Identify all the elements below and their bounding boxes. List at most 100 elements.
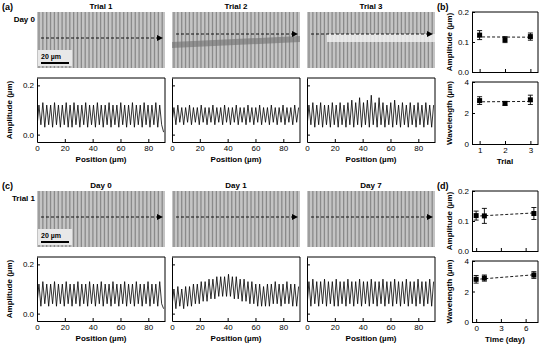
image-stripe <box>328 191 329 247</box>
tick-label: 20 <box>331 144 340 153</box>
tick: 2 <box>465 109 475 118</box>
profile-arrowhead <box>427 31 433 37</box>
tick-mark <box>418 139 419 142</box>
tick-mark <box>530 69 531 72</box>
tick-label: 0.0 <box>23 131 35 140</box>
tick: 40 <box>224 318 233 332</box>
axis-line <box>307 79 308 143</box>
tick-mark <box>335 139 336 142</box>
tick-mark <box>307 264 310 265</box>
image-stripe <box>115 12 116 68</box>
tick <box>172 264 175 265</box>
tick-label: 6 <box>524 324 529 333</box>
image-stripe <box>424 191 425 247</box>
image-stripe <box>416 191 417 247</box>
tick-mark <box>93 318 94 321</box>
tick-mark <box>37 85 40 86</box>
image-stripe <box>254 191 255 247</box>
tick-mark <box>172 314 175 315</box>
tick-mark <box>363 318 364 321</box>
error-bar-cap-low <box>531 219 536 220</box>
profile-arrow <box>41 217 159 218</box>
profile-arrow <box>41 38 159 39</box>
marker <box>528 34 533 39</box>
image-stripe <box>138 191 139 247</box>
x-axis: 020406080 <box>170 318 300 332</box>
profile-arrow <box>176 217 294 218</box>
x-axis-title: Position (µm) <box>346 155 397 164</box>
micrograph: Trial 3 <box>307 2 435 68</box>
tick: 0.0 <box>23 131 40 140</box>
image-background <box>172 191 300 247</box>
tick <box>526 248 527 251</box>
marker <box>482 276 487 281</box>
row-label: Day 0 <box>14 15 36 24</box>
image-stripe <box>135 191 136 247</box>
tick: 20 <box>61 318 70 332</box>
y-axis-title: Wavelength (µm) <box>445 259 454 323</box>
figure: (a)Trial 120 µmTrial 2Trial 3Day 0(b)(c)… <box>0 0 546 357</box>
tick: 80 <box>279 318 288 332</box>
x-axis <box>473 69 539 73</box>
plot-area <box>474 208 537 224</box>
axis-line <box>473 322 539 323</box>
image-stripe <box>127 12 128 68</box>
image-stripe <box>308 12 309 68</box>
profile-arrowhead <box>157 214 163 220</box>
marker <box>482 213 487 218</box>
image-stripe <box>320 191 321 247</box>
chart: 020406080 Position (µm) <box>305 78 435 164</box>
image-stripe <box>200 12 201 68</box>
image-stripe <box>112 12 113 68</box>
tick-mark <box>472 191 475 192</box>
chart: 020406080Position (µm) <box>170 257 300 343</box>
image-stripe <box>297 191 298 247</box>
image-stripe <box>96 191 97 247</box>
tick-mark <box>228 318 229 321</box>
tick-label: 0.2 <box>23 81 35 90</box>
image-stripe <box>92 12 93 68</box>
tick-mark <box>418 318 419 321</box>
profile-line <box>37 282 164 309</box>
row-label: Trial 1 <box>12 194 36 203</box>
marker <box>503 37 508 42</box>
tick-mark <box>228 139 229 142</box>
y-axis-title: Amplitude (µm) <box>5 259 14 318</box>
y-axis-title: Amplitude (µm) <box>445 191 454 250</box>
image-stripe <box>177 191 178 247</box>
tick-mark <box>505 69 506 72</box>
tick-label: 0 <box>305 323 310 332</box>
tick-label: 1 <box>478 146 483 155</box>
tick <box>530 69 531 72</box>
x-axis: 020406080 <box>305 139 435 153</box>
image-stripe <box>320 12 321 68</box>
image-stripe <box>331 191 332 247</box>
tick: 4 <box>465 78 475 87</box>
tick-mark <box>526 248 527 251</box>
image-stripe <box>266 191 267 247</box>
plot-frame <box>307 257 435 321</box>
image-stripe <box>138 12 139 68</box>
image-title: Trial 1 <box>89 2 113 11</box>
axis-line <box>473 72 539 73</box>
tick-label: 0.1 <box>458 38 470 47</box>
tick: 0 <box>474 319 479 333</box>
image-stripe <box>77 12 78 68</box>
image-stripe <box>432 191 433 247</box>
tick: 0.2 <box>23 81 40 90</box>
scale-bar-background <box>38 229 72 245</box>
error-bar <box>474 275 479 283</box>
image-stripe <box>196 12 197 68</box>
plot-area <box>307 279 434 306</box>
image-stripe <box>204 12 205 68</box>
error-bar-cap-high <box>528 95 533 96</box>
marker <box>474 213 479 218</box>
image-stripe <box>146 191 147 247</box>
image-stripe <box>239 191 240 247</box>
plot-frame <box>472 191 538 251</box>
axis-line <box>37 258 38 322</box>
image-stripe <box>408 191 409 247</box>
image-stripe <box>131 12 132 68</box>
image-stripe <box>173 12 174 68</box>
x-axis: 123 <box>473 141 539 155</box>
